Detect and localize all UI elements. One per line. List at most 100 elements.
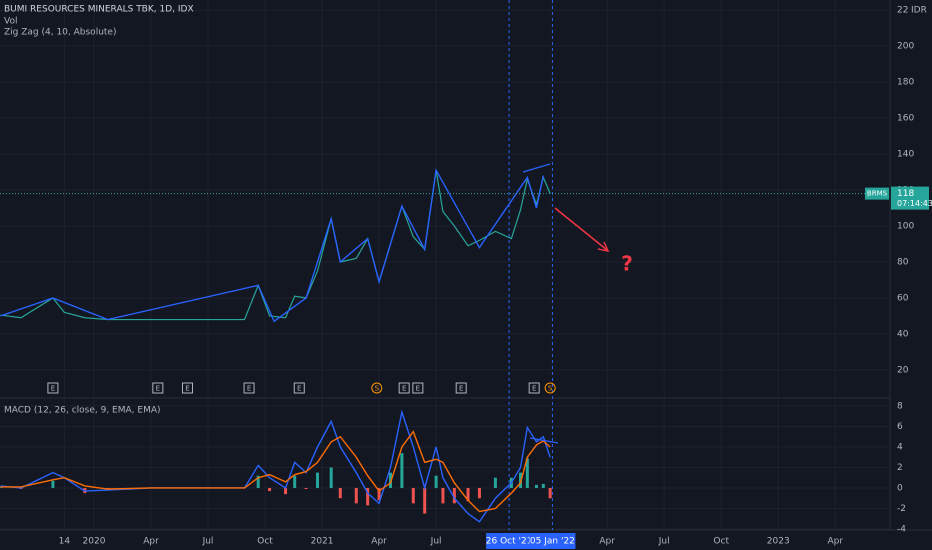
y-tick-label: 80 bbox=[897, 257, 909, 267]
x-tick-label: 2023 bbox=[767, 537, 790, 547]
x-tick-label: 2020 bbox=[83, 537, 106, 547]
histogram-bar bbox=[293, 475, 297, 488]
x-tick-label: Apr bbox=[143, 537, 159, 547]
y-tick-label: 2 bbox=[897, 463, 903, 473]
annotation: ? bbox=[621, 252, 633, 276]
y-tick-label: 200 bbox=[897, 42, 914, 52]
countdown-label: 07:14:43 bbox=[897, 199, 932, 208]
event-label: E bbox=[185, 385, 189, 393]
legend-label: Zig Zag (4, 10, Absolute) bbox=[4, 28, 116, 38]
histogram-bar bbox=[541, 483, 545, 488]
y-tick-label: 20 bbox=[897, 365, 909, 375]
x-tick-label: 2021 bbox=[311, 537, 334, 547]
y-tick-label: 100 bbox=[897, 221, 914, 231]
histogram-bar bbox=[329, 467, 333, 488]
event-label: E bbox=[51, 385, 55, 393]
histogram-bar bbox=[256, 475, 260, 488]
histogram-bar bbox=[51, 480, 55, 488]
histogram-bar bbox=[466, 487, 470, 502]
y-tick-label: 180 bbox=[897, 78, 914, 88]
histogram-bar bbox=[477, 487, 481, 499]
x-tick-label: Oct bbox=[257, 537, 273, 547]
histogram-bar bbox=[441, 487, 445, 504]
event-label: S bbox=[375, 385, 380, 393]
histogram-bar bbox=[366, 487, 370, 506]
event-badge bbox=[398, 382, 410, 394]
trend-line bbox=[522, 163, 551, 173]
trend-line bbox=[529, 437, 559, 444]
histogram-bar bbox=[493, 477, 497, 488]
event-badge bbox=[243, 382, 255, 394]
event-label: E bbox=[297, 385, 301, 393]
histogram-bar bbox=[548, 487, 552, 499]
event-label: E bbox=[247, 385, 251, 393]
event-badge bbox=[412, 382, 424, 394]
y-tick-label: 140 bbox=[897, 150, 914, 160]
price-tag bbox=[891, 186, 929, 210]
histogram-bar bbox=[423, 487, 427, 514]
event-badge bbox=[47, 382, 59, 394]
symbol-label: BRMS bbox=[867, 190, 888, 198]
legend-label: Vol bbox=[4, 17, 17, 27]
event-label: E bbox=[532, 385, 536, 393]
histogram-bar bbox=[534, 484, 538, 488]
y-tick-label: 22 bbox=[897, 6, 908, 16]
histogram-bar bbox=[268, 487, 272, 492]
y-tick-label: 40 bbox=[897, 329, 909, 339]
histogram-bar bbox=[525, 458, 529, 488]
event-label: S bbox=[548, 385, 553, 393]
y-unit: IDR bbox=[911, 6, 927, 16]
event-badge bbox=[181, 382, 193, 394]
x-tick-label: 14 bbox=[59, 537, 71, 547]
x-tick-label: Apr bbox=[371, 537, 387, 547]
price-label: 118 bbox=[897, 189, 914, 199]
x-tick-label: Jul bbox=[202, 537, 214, 547]
histogram-bar bbox=[315, 472, 319, 488]
histogram-bar bbox=[284, 487, 288, 495]
zigzag-line bbox=[0, 168, 544, 323]
y-tick-label: 160 bbox=[897, 114, 914, 124]
histogram-bar bbox=[354, 487, 358, 504]
histogram-bar bbox=[388, 472, 392, 488]
event-badge bbox=[293, 382, 305, 394]
x-tick-label: Jul bbox=[430, 537, 442, 547]
y-tick-label: 8 bbox=[897, 401, 903, 411]
y-tick-label: 0 bbox=[897, 483, 903, 493]
histogram-bar bbox=[434, 475, 438, 488]
legend-label: MACD (12, 26, close, 9, EMA, EMA) bbox=[4, 406, 161, 416]
y-tick-label: -2 bbox=[897, 504, 906, 514]
histogram-bar bbox=[304, 487, 308, 490]
event-badge bbox=[371, 382, 383, 394]
x-tick-label: Apr bbox=[827, 537, 843, 547]
histogram-bar bbox=[452, 487, 456, 504]
event-label: E bbox=[416, 385, 420, 393]
x-tick-label: Apr bbox=[599, 537, 615, 547]
x-tick-label: Oct bbox=[713, 537, 729, 547]
arrow-head bbox=[597, 241, 610, 253]
histogram-bar bbox=[377, 487, 381, 501]
histogram-bar bbox=[411, 487, 415, 504]
chart-title: BUMI RESOURCES MINERALS TBK, 1D, IDX bbox=[4, 5, 194, 15]
arrow bbox=[554, 207, 608, 251]
y-tick-label: 4 bbox=[897, 442, 903, 452]
histogram-bar bbox=[338, 487, 342, 499]
event-label: E bbox=[156, 385, 160, 393]
x-tick-label: 26 Oct '21 bbox=[486, 537, 533, 547]
histogram-bar bbox=[400, 453, 404, 488]
y-tick-label: -4 bbox=[897, 524, 906, 534]
y-tick-label: 6 bbox=[897, 422, 903, 432]
x-tick-label: 05 Jan '22 bbox=[530, 537, 575, 547]
tick-highlight bbox=[529, 533, 576, 549]
event-badge bbox=[152, 382, 164, 394]
x-tick-label: Jul bbox=[658, 537, 670, 547]
signal-line bbox=[0, 430, 551, 513]
event-badge bbox=[544, 382, 556, 394]
event-badge bbox=[528, 382, 540, 394]
symbol-tag bbox=[865, 187, 889, 200]
event-label: E bbox=[402, 385, 406, 393]
y-tick-label: 60 bbox=[897, 293, 909, 303]
tick-highlight bbox=[486, 533, 533, 549]
